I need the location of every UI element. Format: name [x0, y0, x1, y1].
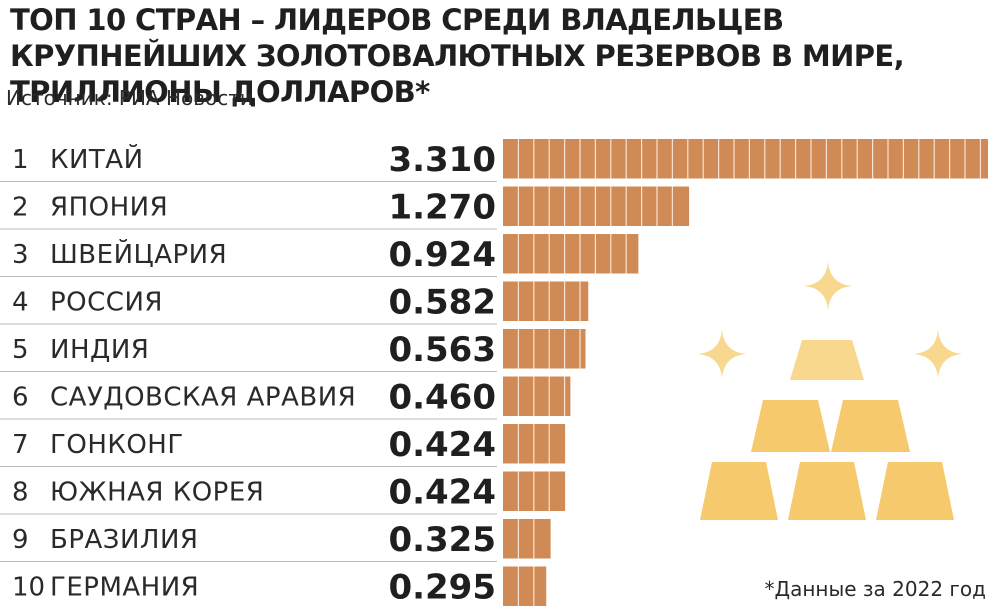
bar — [503, 139, 988, 179]
bar — [503, 329, 586, 369]
value-label: 0.424 — [388, 472, 496, 512]
rank-label: 7 — [12, 430, 29, 460]
country-label: РОССИЯ — [50, 287, 163, 317]
chart-title: ТОП 10 СТРАН – ЛИДЕРОВ СРЕДИ ВЛАДЕЛЬЦЕВ … — [10, 3, 905, 109]
bar — [503, 376, 571, 416]
bar — [503, 566, 547, 606]
bar — [503, 234, 639, 274]
value-label: 0.924 — [388, 235, 496, 275]
value-label: 0.460 — [388, 377, 496, 417]
value-label: 0.563 — [388, 330, 496, 370]
rank-label: 1 — [12, 145, 29, 175]
country-label: ЮЖНАЯ КОРЕЯ — [50, 477, 264, 507]
value-label: 3.310 — [388, 140, 496, 180]
table-row: 6 САУДОВСКАЯ АРАВИЯ 0.460 — [0, 377, 497, 420]
table-row: 2 ЯПОНИЯ 1.270 — [0, 187, 497, 230]
rank-label: 8 — [12, 477, 29, 507]
value-label: 0.325 — [388, 520, 496, 560]
value-label: 0.582 — [388, 282, 496, 322]
table-row: 5 ИНДИЯ 0.563 — [0, 330, 497, 372]
rank-label: 3 — [12, 240, 29, 270]
country-label: ЯПОНИЯ — [50, 192, 168, 222]
sparkle-icon — [698, 330, 746, 378]
bar — [503, 186, 690, 226]
gold-bars-icon — [698, 262, 962, 520]
rank-label: 9 — [12, 525, 29, 555]
rank-label: 6 — [12, 382, 29, 412]
table-row: 7 ГОНКОНГ 0.424 — [0, 425, 497, 467]
country-label: ИНДИЯ — [50, 335, 149, 365]
country-label: ГОНКОНГ — [50, 430, 184, 460]
table-row: 4 РОССИЯ 0.582 — [0, 282, 497, 325]
rank-label: 4 — [12, 287, 29, 317]
value-label: 0.424 — [388, 425, 496, 465]
country-label: БРАЗИЛИЯ — [50, 525, 199, 555]
footnote: *Данные за 2022 год — [764, 577, 986, 601]
table-row: 8 ЮЖНАЯ КОРЕЯ 0.424 — [0, 472, 497, 515]
bar — [503, 519, 551, 559]
country-label: ШВЕЙЦАРИЯ — [50, 238, 227, 270]
bar — [503, 281, 589, 321]
source-text: Источник: РИА Новости — [6, 86, 253, 110]
value-label: 0.295 — [388, 567, 496, 607]
chart-rows: 1 КИТАЙ 3.310 2 ЯПОНИЯ 1.270 3 ШВЕЙЦАРИЯ 0.924 4 Р… — [0, 140, 497, 607]
chart-bars — [503, 139, 988, 606]
rank-label: 2 — [12, 192, 29, 222]
country-label: САУДОВСКАЯ АРАВИЯ — [50, 382, 356, 412]
value-label: 1.270 — [388, 187, 496, 227]
sparkle-icon — [804, 262, 852, 310]
table-row: 1 КИТАЙ 3.310 — [0, 140, 497, 182]
sparkle-icon — [914, 330, 962, 378]
table-row: 10 ГЕРМАНИЯ 0.295 — [12, 567, 496, 607]
rank-label: 10 — [12, 572, 45, 602]
table-row: 3 ШВЕЙЦАРИЯ 0.924 — [0, 235, 497, 277]
country-label: ГЕРМАНИЯ — [50, 572, 199, 602]
table-row: 9 БРАЗИЛИЯ 0.325 — [0, 520, 497, 562]
rank-label: 5 — [12, 335, 29, 365]
country-label: КИТАЙ — [50, 143, 144, 175]
